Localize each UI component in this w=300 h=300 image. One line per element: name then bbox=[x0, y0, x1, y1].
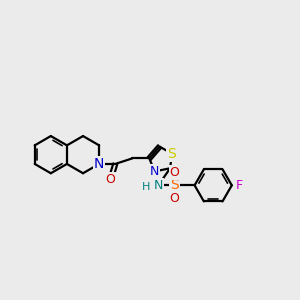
Text: S: S bbox=[170, 178, 179, 192]
Text: N: N bbox=[94, 157, 104, 171]
Text: O: O bbox=[169, 166, 179, 179]
Text: N: N bbox=[154, 179, 163, 192]
Text: O: O bbox=[169, 192, 179, 205]
Text: N: N bbox=[150, 165, 159, 178]
Text: H: H bbox=[142, 182, 150, 192]
Text: F: F bbox=[236, 179, 243, 192]
Text: S: S bbox=[168, 147, 176, 161]
Text: O: O bbox=[106, 173, 116, 186]
